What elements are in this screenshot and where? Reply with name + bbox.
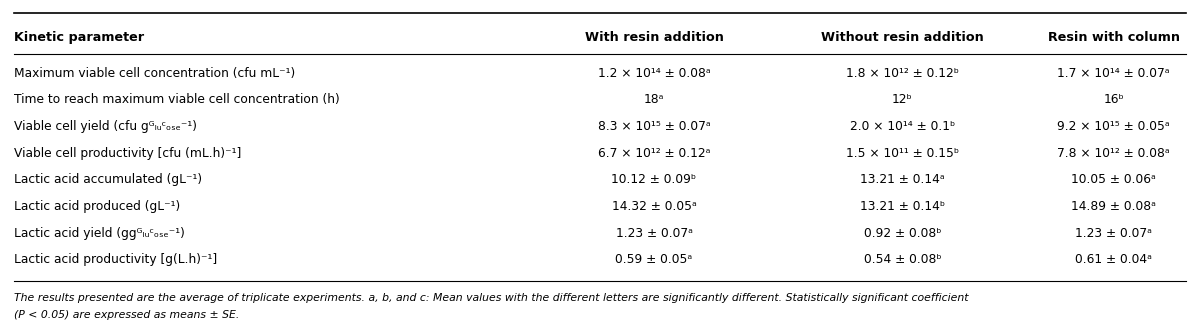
- Text: 1.23 ± 0.07ᵃ: 1.23 ± 0.07ᵃ: [1075, 227, 1152, 240]
- Text: 2.0 × 10¹⁴ ± 0.1ᵇ: 2.0 × 10¹⁴ ± 0.1ᵇ: [850, 120, 955, 133]
- Text: Lactic acid yield (ggᴳₗᵤᶜₒₛₑ⁻¹): Lactic acid yield (ggᴳₗᵤᶜₒₛₑ⁻¹): [14, 227, 185, 240]
- Text: 0.59 ± 0.05ᵃ: 0.59 ± 0.05ᵃ: [616, 253, 692, 266]
- Text: 1.5 × 10¹¹ ± 0.15ᵇ: 1.5 × 10¹¹ ± 0.15ᵇ: [846, 147, 959, 160]
- Text: 8.3 × 10¹⁵ ± 0.07ᵃ: 8.3 × 10¹⁵ ± 0.07ᵃ: [598, 120, 710, 133]
- Text: Without resin addition: Without resin addition: [821, 31, 984, 44]
- Text: 16ᵇ: 16ᵇ: [1103, 93, 1124, 106]
- Text: 14.89 ± 0.08ᵃ: 14.89 ± 0.08ᵃ: [1072, 200, 1156, 213]
- Text: 0.61 ± 0.04ᵃ: 0.61 ± 0.04ᵃ: [1075, 253, 1152, 266]
- Text: 13.21 ± 0.14ᵇ: 13.21 ± 0.14ᵇ: [860, 200, 944, 213]
- Text: Lactic acid accumulated (gL⁻¹): Lactic acid accumulated (gL⁻¹): [14, 173, 203, 186]
- Text: 7.8 × 10¹² ± 0.08ᵃ: 7.8 × 10¹² ± 0.08ᵃ: [1057, 147, 1170, 160]
- Text: 1.8 × 10¹² ± 0.12ᵇ: 1.8 × 10¹² ± 0.12ᵇ: [846, 67, 959, 80]
- Text: With resin addition: With resin addition: [584, 31, 724, 44]
- Text: 10.12 ± 0.09ᵇ: 10.12 ± 0.09ᵇ: [612, 173, 696, 186]
- Text: 1.23 ± 0.07ᵃ: 1.23 ± 0.07ᵃ: [616, 227, 692, 240]
- Text: Viable cell yield (cfu gᴳₗᵤᶜₒₛₑ⁻¹): Viable cell yield (cfu gᴳₗᵤᶜₒₛₑ⁻¹): [14, 120, 197, 133]
- Text: Kinetic parameter: Kinetic parameter: [14, 31, 144, 44]
- Text: 9.2 × 10¹⁵ ± 0.05ᵃ: 9.2 × 10¹⁵ ± 0.05ᵃ: [1057, 120, 1170, 133]
- Text: 0.54 ± 0.08ᵇ: 0.54 ± 0.08ᵇ: [864, 253, 941, 266]
- Text: Resin with column: Resin with column: [1048, 31, 1180, 44]
- Text: 1.2 × 10¹⁴ ± 0.08ᵃ: 1.2 × 10¹⁴ ± 0.08ᵃ: [598, 67, 710, 80]
- Text: Maximum viable cell concentration (cfu mL⁻¹): Maximum viable cell concentration (cfu m…: [14, 67, 295, 80]
- Text: 12ᵇ: 12ᵇ: [892, 93, 913, 106]
- Text: 1.7 × 10¹⁴ ± 0.07ᵃ: 1.7 × 10¹⁴ ± 0.07ᵃ: [1057, 67, 1170, 80]
- Text: 14.32 ± 0.05ᵃ: 14.32 ± 0.05ᵃ: [612, 200, 696, 213]
- Text: 18ᵃ: 18ᵃ: [643, 93, 665, 106]
- Text: (P < 0.05) are expressed as means ± SE.: (P < 0.05) are expressed as means ± SE.: [14, 310, 240, 320]
- Text: 6.7 × 10¹² ± 0.12ᵃ: 6.7 × 10¹² ± 0.12ᵃ: [598, 147, 710, 160]
- Text: 10.05 ± 0.06ᵃ: 10.05 ± 0.06ᵃ: [1072, 173, 1156, 186]
- Text: The results presented are the average of triplicate experiments. a, b, and c: Me: The results presented are the average of…: [14, 293, 968, 303]
- Text: Lactic acid produced (gL⁻¹): Lactic acid produced (gL⁻¹): [14, 200, 181, 213]
- Text: Lactic acid productivity [g(L.h)⁻¹]: Lactic acid productivity [g(L.h)⁻¹]: [14, 253, 217, 266]
- Text: Time to reach maximum viable cell concentration (h): Time to reach maximum viable cell concen…: [14, 93, 340, 106]
- Text: Viable cell productivity [cfu (mL.h)⁻¹]: Viable cell productivity [cfu (mL.h)⁻¹]: [14, 147, 241, 160]
- Text: 0.92 ± 0.08ᵇ: 0.92 ± 0.08ᵇ: [864, 227, 941, 240]
- Text: 13.21 ± 0.14ᵃ: 13.21 ± 0.14ᵃ: [860, 173, 944, 186]
